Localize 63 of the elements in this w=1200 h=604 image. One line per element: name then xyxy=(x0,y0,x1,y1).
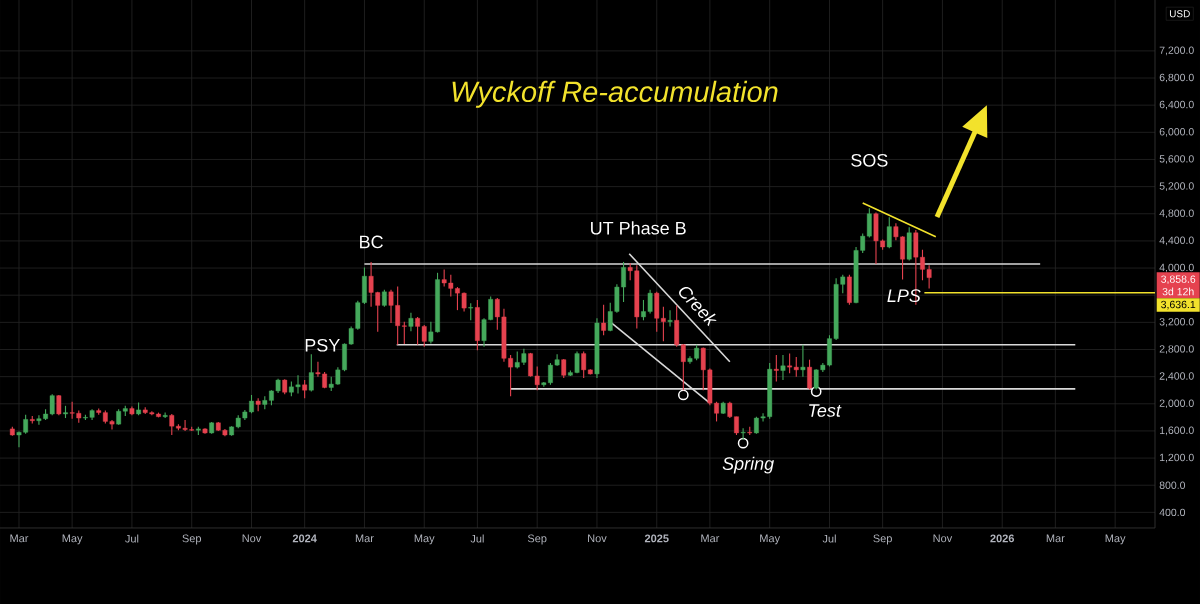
x-tick-label: Jul xyxy=(470,534,484,543)
y-tick-label: 2,400.0 xyxy=(1159,372,1194,381)
annotation: BC xyxy=(360,235,383,249)
y-tick-label: 6,800.0 xyxy=(1159,73,1194,83)
x-tick-label: Mar xyxy=(10,534,29,543)
candlestick xyxy=(740,427,746,441)
y-tick-label: 4,800.0 xyxy=(1159,209,1194,219)
y-tick-label: 5,600.0 xyxy=(1159,155,1194,164)
y-tick-label: 1,600.0 xyxy=(1160,426,1194,436)
x-tick-label: 2024 xyxy=(292,534,317,543)
candlestick xyxy=(561,358,567,379)
x-tick-label: May xyxy=(760,534,781,545)
candlestick xyxy=(601,304,606,336)
y-tick-label: 7,200.0 xyxy=(1159,46,1194,56)
x-tick-label: Sep xyxy=(527,534,547,545)
x-tick-label: May xyxy=(414,534,435,545)
y-tick-label: 6,000.0 xyxy=(1159,127,1194,137)
candlestick xyxy=(773,354,779,382)
candlestick xyxy=(807,359,812,391)
candlestick xyxy=(302,379,308,399)
x-tick-label: Mar xyxy=(355,534,374,543)
y-tick-label: 800.0 xyxy=(1159,481,1186,489)
y-tick-label: 2,800.0 xyxy=(1159,345,1194,354)
y-tick-label: 6,400.0 xyxy=(1159,100,1194,110)
x-tick-label: 2025 xyxy=(644,534,669,543)
x-tick-label: Nov xyxy=(588,534,607,543)
candlestick xyxy=(408,312,414,332)
y-axis-title: USD xyxy=(1169,10,1190,18)
x-tick-label: Nov xyxy=(933,534,953,543)
x-tick-label: Jul xyxy=(125,534,139,543)
candlestick xyxy=(780,354,786,381)
x-tick-label: Sep xyxy=(182,534,202,545)
y-tick-label: 2,000.0 xyxy=(1159,399,1194,409)
point xyxy=(737,437,749,449)
y-tick-label: 5,200.0 xyxy=(1159,182,1194,191)
x-tick-label: May xyxy=(62,534,83,545)
annotation: Test xyxy=(809,404,842,417)
x-tick-label: May xyxy=(1105,534,1126,545)
y-tick-label: 4,000.0 xyxy=(1159,263,1194,273)
x-tick-label: Jul xyxy=(822,534,836,543)
annotation: SOS xyxy=(851,153,888,167)
x-tick-label: 2026 xyxy=(990,534,1015,543)
y-tick-label: 3,200.0 xyxy=(1159,318,1194,327)
text: Wyckoff Re-accumulation xyxy=(452,80,778,108)
text: 3d 12h xyxy=(1162,287,1194,296)
annotation: Spring xyxy=(722,456,774,474)
candlestick xyxy=(886,216,892,249)
annotation: PSY xyxy=(305,338,340,352)
candlestick xyxy=(667,309,673,327)
y-tick-label: 4,400.0 xyxy=(1159,236,1194,246)
annotation: UT Phase B xyxy=(591,221,686,235)
candlestick xyxy=(800,344,806,378)
text: 3,636.1 xyxy=(1161,300,1196,310)
x-tick-label: Nov xyxy=(242,534,262,543)
x-tick-label: Sep xyxy=(873,534,892,545)
x-tick-label: Mar xyxy=(701,534,720,543)
point xyxy=(677,389,689,401)
x-tick-label: Mar xyxy=(1046,534,1065,543)
y-tick-label: 400.0 xyxy=(1159,508,1186,517)
text: 3,858.6 xyxy=(1161,275,1196,285)
candlestick xyxy=(162,412,168,419)
y-tick-label: 1,200.0 xyxy=(1160,453,1194,463)
candlestick xyxy=(308,353,314,393)
